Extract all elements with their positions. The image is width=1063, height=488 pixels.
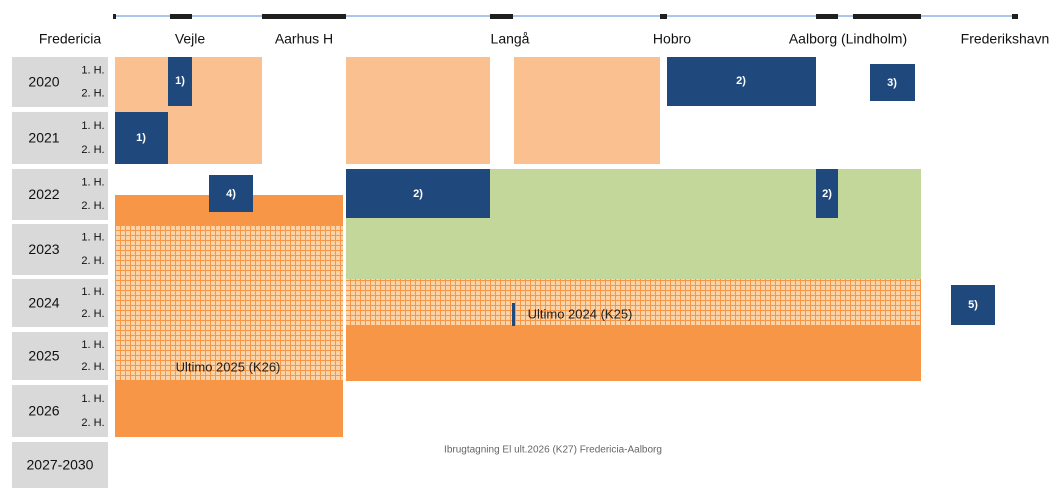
year-cell bbox=[12, 279, 108, 327]
year-label: 2023 bbox=[28, 241, 59, 257]
year-label: 2021 bbox=[28, 130, 59, 146]
half-label: 2. H. bbox=[81, 200, 104, 212]
annotation: Ultimo 2024 (K25) bbox=[528, 306, 633, 321]
half-label: 1. H. bbox=[81, 232, 104, 244]
half-label: 1. H. bbox=[81, 286, 104, 298]
half-label: 1. H. bbox=[81, 120, 104, 132]
footer: Ibrugtagning El ult.2026 (K27) Frederici… bbox=[444, 445, 662, 456]
year-label: 2025 bbox=[28, 348, 59, 364]
note: 1) bbox=[175, 75, 185, 87]
station: Aarhus H bbox=[275, 31, 333, 47]
year-cell bbox=[12, 57, 108, 107]
note: 2) bbox=[736, 75, 746, 87]
year-cell bbox=[12, 112, 108, 164]
year-label: 2026 bbox=[28, 403, 59, 419]
half-label: 1. H. bbox=[81, 393, 104, 405]
note: 2) bbox=[413, 188, 423, 200]
year-rows: 2020 1. H. 2. H. 2021 1. H. 2. H. 2022 1. H. 2. … bbox=[12, 57, 108, 488]
half-label: 2. H. bbox=[81, 255, 104, 267]
station: Fredericia bbox=[39, 31, 101, 47]
year-cell bbox=[12, 332, 108, 380]
half-label: 1. H. bbox=[81, 339, 104, 351]
route-line bbox=[113, 14, 1018, 19]
year-label: 2024 bbox=[28, 295, 59, 311]
station: Hobro bbox=[653, 31, 691, 47]
year-label: 2020 bbox=[28, 74, 59, 90]
station: Langå bbox=[491, 31, 530, 47]
note: 5) bbox=[968, 299, 978, 311]
year-cell bbox=[12, 169, 108, 220]
year-cell bbox=[12, 224, 108, 275]
note: 3) bbox=[887, 77, 897, 89]
notes: 1) 1) 2) 3) 2) 2) 4) 5) bbox=[115, 57, 995, 325]
half-label: 1. H. bbox=[81, 177, 104, 189]
half-label: 1. H. bbox=[81, 64, 104, 76]
half-label: 2. H. bbox=[81, 87, 104, 99]
station: Vejle bbox=[175, 31, 206, 47]
year-cell bbox=[12, 385, 108, 437]
annotation: Ultimo 2025 (K26) bbox=[176, 359, 281, 374]
half-label: 2. H. bbox=[81, 144, 104, 156]
note: 2) bbox=[822, 188, 832, 200]
half-label: 2. H. bbox=[81, 308, 104, 320]
year-label: 2022 bbox=[28, 186, 59, 202]
station: Frederikshavn bbox=[961, 31, 1050, 47]
note: 1) bbox=[136, 132, 146, 144]
periods bbox=[115, 57, 921, 437]
station-labels: Fredericia Vejle Aarhus H Langå Hobro Aa… bbox=[39, 31, 1049, 47]
half-label: 2. H. bbox=[81, 361, 104, 373]
half-label: 2. H. bbox=[81, 417, 104, 429]
note: 4) bbox=[226, 188, 236, 200]
station: Aalborg (Lindholm) bbox=[789, 31, 907, 47]
marker bbox=[512, 303, 515, 326]
year-cell bbox=[12, 442, 108, 488]
year-label: 2027-2030 bbox=[27, 457, 94, 473]
